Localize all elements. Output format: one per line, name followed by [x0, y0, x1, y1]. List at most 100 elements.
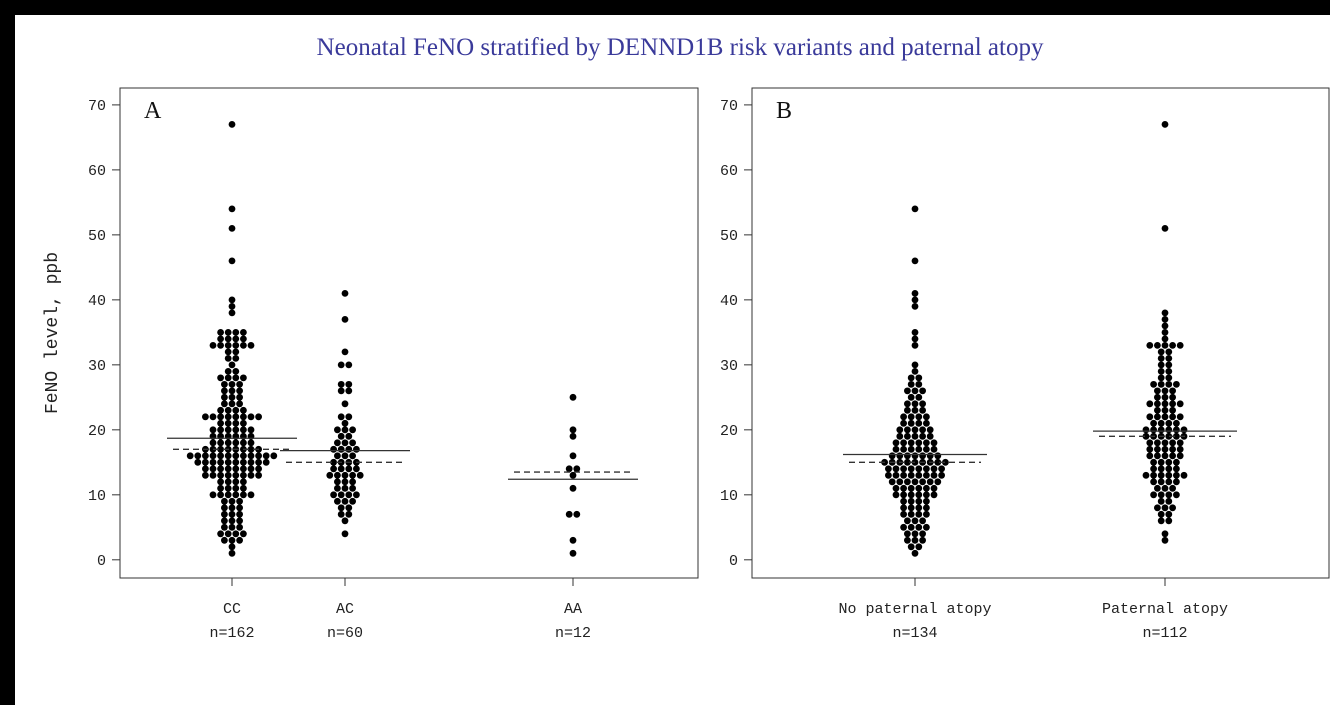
- data-dot: [1165, 497, 1173, 505]
- data-dot: [1173, 458, 1180, 466]
- data-dot: [1173, 380, 1180, 388]
- data-dot: [900, 445, 907, 453]
- data-dot: [915, 543, 923, 551]
- group-size-label: n=60: [327, 625, 363, 642]
- data-dot: [224, 348, 232, 356]
- data-dot: [934, 452, 942, 460]
- data-dot: [217, 426, 225, 434]
- data-dot: [334, 478, 341, 486]
- chart-title: Neonatal FeNO stratified by DENND1B risk…: [317, 34, 1044, 61]
- data-dot: [1165, 419, 1173, 427]
- data-dot: [915, 497, 923, 505]
- y-tick-label: 40: [720, 293, 738, 310]
- data-dot: [232, 328, 240, 336]
- data-dot: [911, 296, 919, 304]
- data-dot: [1161, 309, 1169, 317]
- data-dot: [349, 497, 356, 505]
- data-dot: [232, 471, 240, 479]
- data-dot: [345, 445, 353, 453]
- data-dot: [217, 413, 225, 421]
- data-dot: [236, 517, 244, 525]
- data-dot: [228, 302, 236, 310]
- data-dot: [341, 419, 349, 427]
- data-dot: [228, 387, 236, 395]
- data-dot: [911, 452, 919, 460]
- data-dot: [228, 543, 236, 551]
- data-dot: [232, 348, 240, 356]
- data-dot: [240, 335, 247, 343]
- data-dot: [923, 497, 930, 505]
- data-dot: [1180, 471, 1188, 479]
- data-dot: [1169, 413, 1176, 421]
- x-tick-label: No paternal atopy: [838, 601, 991, 618]
- data-dot: [1161, 484, 1169, 492]
- data-dot: [345, 380, 353, 388]
- data-dot: [1154, 484, 1161, 492]
- data-dot: [904, 387, 911, 395]
- data-dot: [930, 471, 938, 479]
- data-dot: [1154, 406, 1161, 414]
- data-dot: [1154, 387, 1161, 395]
- data-dot: [345, 361, 353, 369]
- data-dot: [247, 445, 255, 453]
- data-dot: [1157, 374, 1165, 382]
- data-dot: [337, 465, 345, 473]
- data-dot: [1154, 393, 1161, 401]
- data-dot: [926, 432, 934, 440]
- frame-left: [0, 0, 15, 705]
- data-dot: [919, 478, 926, 486]
- data-dot: [1161, 322, 1169, 330]
- data-dot: [217, 530, 225, 538]
- data-dot: [228, 510, 236, 518]
- data-dot: [228, 361, 236, 369]
- data-dot: [202, 458, 209, 466]
- data-dot: [907, 419, 915, 427]
- data-dot: [228, 120, 236, 128]
- data-dot: [345, 413, 353, 421]
- data-dot: [337, 491, 345, 499]
- data-dot: [915, 523, 923, 531]
- data-dot: [911, 406, 919, 414]
- data-dot: [1150, 458, 1157, 466]
- data-dot: [904, 426, 911, 434]
- data-dot: [217, 458, 225, 466]
- data-dot: [349, 452, 356, 460]
- data-dot: [236, 510, 244, 518]
- data-dot: [1146, 439, 1154, 447]
- data-dot: [349, 484, 356, 492]
- data-dot: [337, 413, 345, 421]
- data-dot: [1157, 367, 1165, 375]
- data-dot: [1161, 406, 1169, 414]
- data-dot: [247, 439, 255, 447]
- data-dot: [1173, 471, 1180, 479]
- data-dot: [334, 439, 341, 447]
- data-dot: [262, 452, 270, 460]
- data-dot: [353, 465, 360, 473]
- data-dot: [202, 465, 209, 473]
- data-dot: [345, 491, 353, 499]
- data-dot: [221, 510, 228, 518]
- data-dot: [911, 517, 919, 525]
- data-dot: [911, 426, 919, 434]
- data-dot: [228, 523, 236, 531]
- data-dot: [892, 484, 900, 492]
- data-dot: [341, 400, 349, 408]
- data-dot: [209, 452, 217, 460]
- data-dot: [1157, 478, 1165, 486]
- data-dot: [209, 458, 217, 466]
- data-dot: [224, 452, 232, 460]
- data-dot: [232, 367, 240, 375]
- data-dot: [330, 465, 337, 473]
- data-dot: [228, 205, 236, 213]
- data-dot: [900, 497, 907, 505]
- data-dot: [907, 380, 915, 388]
- data-dot: [1161, 400, 1169, 408]
- data-dot: [896, 478, 904, 486]
- data-dot: [1154, 341, 1161, 349]
- data-dot: [1165, 374, 1173, 382]
- data-dot: [224, 491, 232, 499]
- data-dot: [345, 465, 353, 473]
- data-dot: [236, 504, 244, 512]
- y-tick-label: 60: [88, 163, 106, 180]
